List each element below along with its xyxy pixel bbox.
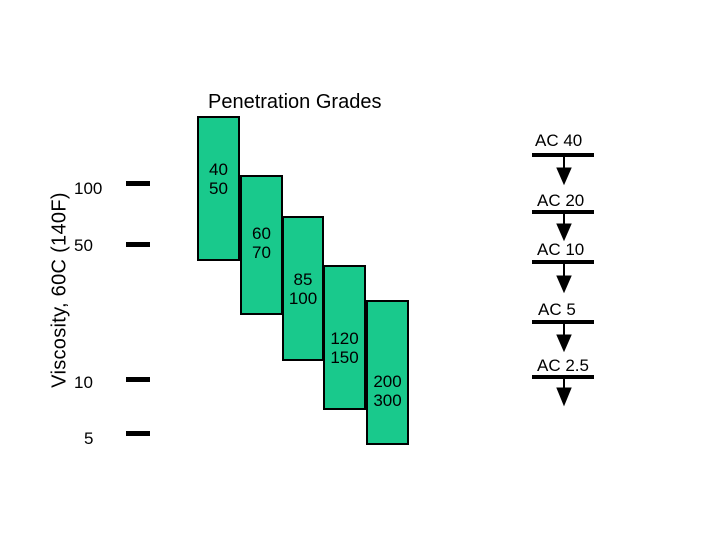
grade-box-120-150 [323,265,366,410]
grade-box-200-300 [366,300,409,445]
arrow-head-icon [556,167,572,186]
grade-box-label: 40 50 [209,160,228,198]
grade-box-label: 200 300 [373,372,402,410]
viscosity-tick-label: 10 [74,373,93,392]
arrow-head-icon [556,223,572,242]
arrow-head-icon [556,334,572,353]
grade-box-label: 85 100 [288,270,318,308]
ac-grade-label: AC 20 [537,191,585,210]
ac-grade-label: AC 40 [535,131,583,150]
ac-grade-label: AC 5 [538,300,576,319]
ac-grade-label: AC 2.5 [537,356,589,375]
viscosity-tick-mark [126,181,150,186]
arrow-head-icon [556,275,572,294]
grade-box-40-50 [197,116,240,261]
viscosity-tick-label: 100 [74,179,103,198]
viscosity-tick-label: 50 [74,236,93,255]
viscosity-tick-mark [126,377,150,382]
arrow-head-icon [556,387,572,407]
diagram-title: Penetration Grades [208,91,382,113]
viscosity-tick-mark [126,242,150,247]
ac-grade-label: AC 10 [537,240,585,259]
viscosity-tick-mark [126,431,150,436]
viscosity-tick-label: 5 [84,429,94,448]
grade-box-label: 60 70 [252,224,271,262]
grade-box-label: 120 150 [330,329,359,367]
